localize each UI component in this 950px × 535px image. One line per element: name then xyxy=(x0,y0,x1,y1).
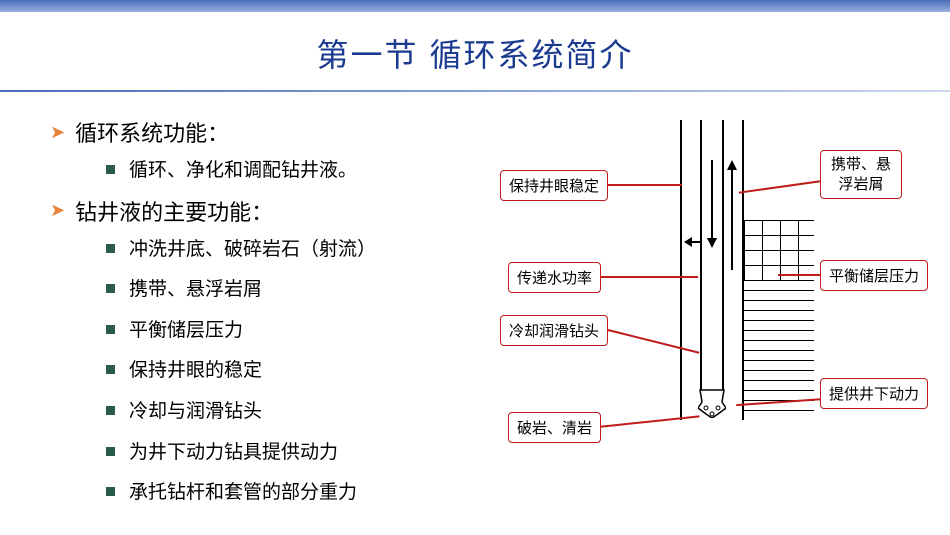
callout-provide: 提供井下动力 xyxy=(820,378,928,409)
list-item-text: 承托钻杆和套管的部分重力 xyxy=(129,480,357,507)
list-item-text: 平衡储层压力 xyxy=(129,318,243,345)
list-item-text: 冲洗井底、破碎岩石（射流） xyxy=(129,237,376,264)
square-bullet-icon xyxy=(106,365,115,374)
callout-carry: 携带、悬浮岩屑 xyxy=(820,150,902,199)
callout-text: 冷却润滑钻头 xyxy=(509,323,599,340)
drillpipe-right xyxy=(722,120,724,390)
wellbore-diagram: 保持井眼稳定 携带、悬浮岩屑 传递水功率 平衡储层压力 冷却润滑钻头 提供井下动… xyxy=(490,120,930,500)
list-item: 平衡储层压力 xyxy=(106,318,470,345)
list-item-text: 保持井眼的稳定 xyxy=(129,358,262,385)
square-bullet-icon xyxy=(106,406,115,415)
square-bullet-icon xyxy=(106,487,115,496)
square-bullet-icon xyxy=(106,244,115,253)
square-bullet-icon xyxy=(106,325,115,334)
square-bullet-icon xyxy=(106,284,115,293)
text-column: ➤ 循环系统功能： 循环、净化和调配钻井液。 ➤ 钻井液的主要功能： 冲洗井底、… xyxy=(50,110,470,521)
list-item: 循环、净化和调配钻井液。 xyxy=(106,158,470,185)
pressure-arrow-icon xyxy=(686,238,700,246)
title-divider xyxy=(0,90,950,92)
drillpipe-left xyxy=(700,120,702,390)
section-head-1: ➤ 循环系统功能： xyxy=(50,116,470,148)
arrow-bullet-icon: ➤ xyxy=(50,122,65,143)
reservoir-brick xyxy=(744,220,814,280)
square-bullet-icon xyxy=(106,447,115,456)
leader-line xyxy=(598,415,700,427)
list-item-text: 冷却与润滑钻头 xyxy=(129,399,262,426)
drill-bit-icon xyxy=(698,388,726,418)
leader-line xyxy=(608,184,682,186)
list-item: 承托钻杆和套管的部分重力 xyxy=(106,480,470,507)
flow-up-arrow-icon xyxy=(728,160,736,270)
casing-right xyxy=(742,120,744,420)
list-item: 冲洗井底、破碎岩石（射流） xyxy=(106,237,470,264)
leader-line xyxy=(739,180,822,193)
list-item-text: 携带、悬浮岩屑 xyxy=(129,277,262,304)
flow-down-arrow-icon xyxy=(708,160,716,250)
callout-text: 携带、悬浮岩屑 xyxy=(831,156,891,193)
callout-power: 传递水功率 xyxy=(508,262,601,293)
list-item-text: 为井下动力钻具提供动力 xyxy=(129,440,338,467)
callout-text: 提供井下动力 xyxy=(829,386,919,403)
list-item-text: 循环、净化和调配钻井液。 xyxy=(129,158,357,185)
list-item: 冷却与润滑钻头 xyxy=(106,399,470,426)
arrow-bullet-icon: ➤ xyxy=(50,200,65,221)
top-gradient-bar xyxy=(0,0,950,12)
square-bullet-icon xyxy=(106,165,115,174)
list-item: 为井下动力钻具提供动力 xyxy=(106,440,470,467)
callout-stable: 保持井眼稳定 xyxy=(500,170,608,201)
callout-balance: 平衡储层压力 xyxy=(820,260,928,291)
leader-line xyxy=(778,274,824,276)
section-head-text: 钻井液的主要功能： xyxy=(75,195,273,227)
section-head-2: ➤ 钻井液的主要功能： xyxy=(50,195,470,227)
leader-line xyxy=(598,276,698,278)
section-head-text: 循环系统功能： xyxy=(75,116,229,148)
callout-cool: 冷却润滑钻头 xyxy=(500,315,608,346)
callout-text: 传递水功率 xyxy=(517,270,592,287)
callout-break: 破岩、清岩 xyxy=(508,412,601,443)
leader-line xyxy=(608,329,700,353)
title-area: 第一节 循环系统简介 xyxy=(0,12,950,90)
page-title: 第一节 循环系统简介 xyxy=(0,30,950,76)
callout-text: 平衡储层压力 xyxy=(829,268,919,285)
callout-text: 破岩、清岩 xyxy=(517,420,592,437)
diagram-column: 保持井眼稳定 携带、悬浮岩屑 传递水功率 平衡储层压力 冷却润滑钻头 提供井下动… xyxy=(470,110,920,521)
callout-text: 保持井眼稳定 xyxy=(509,178,599,195)
casing-left xyxy=(680,120,682,420)
list-item: 携带、悬浮岩屑 xyxy=(106,277,470,304)
content-row: ➤ 循环系统功能： 循环、净化和调配钻井液。 ➤ 钻井液的主要功能： 冲洗井底、… xyxy=(0,110,950,521)
list-item: 保持井眼的稳定 xyxy=(106,358,470,385)
